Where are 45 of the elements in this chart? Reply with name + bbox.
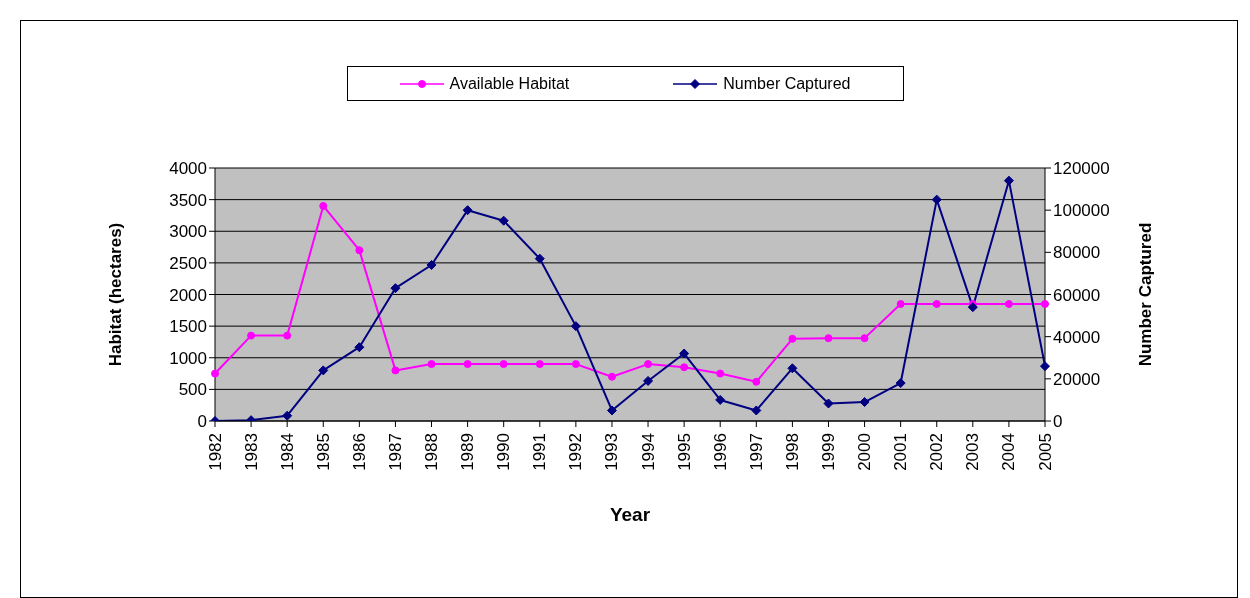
y-tick-label: 2000	[169, 285, 207, 305]
y-axis-title: Habitat (hectares)	[106, 222, 126, 367]
y2-tick-label: 100000	[1053, 201, 1110, 221]
legend-label: Number Captured	[722, 74, 851, 93]
x-tick-label: 2005	[1035, 433, 1055, 471]
x-tick-label: 1998	[782, 433, 802, 471]
y2-axis-title: Number Captured	[1136, 222, 1156, 367]
y-tick-label: 0	[197, 412, 207, 432]
y-tick-label: 4000	[169, 159, 207, 179]
x-tick-label: 2003	[963, 433, 983, 471]
x-tick-label: 1991	[530, 433, 550, 471]
y2-tick-label: 120000	[1053, 159, 1110, 179]
y2-tick-label: 40000	[1053, 327, 1101, 347]
x-tick-label: 1992	[566, 433, 586, 471]
x-tick-label: 2000	[855, 433, 875, 471]
y2-tick-label: 20000	[1053, 369, 1101, 389]
x-tick-label: 1997	[746, 433, 766, 471]
x-tick-label: 1990	[494, 433, 514, 471]
y2-tick-label: 60000	[1053, 285, 1101, 305]
x-tick-label: 1986	[349, 433, 369, 471]
x-tick-label: 1987	[385, 433, 405, 471]
x-tick-label: 1984	[277, 433, 297, 471]
x-tick-label: 2001	[891, 433, 911, 471]
x-tick-label: 1999	[818, 433, 838, 471]
y-tick-label: 500	[178, 380, 207, 400]
y-tick-label: 1000	[169, 348, 207, 368]
x-axis-title: Year	[609, 504, 651, 525]
x-tick-label: 1988	[422, 433, 442, 471]
x-tick-label: 1993	[602, 433, 622, 471]
y-tick-label: 1500	[169, 317, 207, 337]
legend-label: Available Habitat	[448, 74, 570, 93]
y-tick-label: 2500	[169, 253, 207, 273]
x-tick-label: 1996	[710, 433, 730, 471]
y-tick-label: 3500	[169, 190, 207, 210]
x-tick-label: 2002	[927, 433, 947, 471]
y2-tick-label: 80000	[1053, 243, 1101, 263]
x-tick-label: 1989	[458, 433, 478, 471]
x-tick-label: 2004	[999, 433, 1019, 471]
x-tick-label: 1985	[313, 433, 333, 471]
y2-tick-label: 0	[1053, 412, 1063, 432]
y-tick-label: 3000	[169, 222, 207, 242]
x-tick-label: 1995	[674, 433, 694, 471]
x-tick-label: 1994	[638, 433, 658, 471]
x-tick-label: 1983	[241, 433, 261, 471]
x-tick-label: 1982	[205, 433, 225, 471]
